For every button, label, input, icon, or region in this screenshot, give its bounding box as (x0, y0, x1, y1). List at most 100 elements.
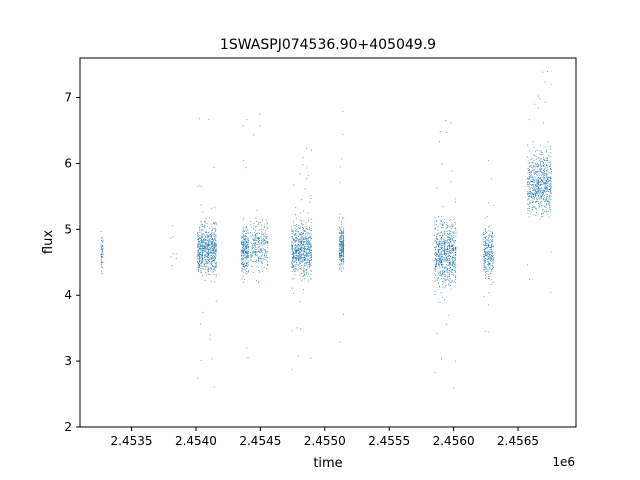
data-point (452, 265, 453, 267)
data-point (102, 247, 104, 249)
data-point (304, 257, 306, 258)
y-tick-label: 5 (64, 222, 72, 236)
data-point (339, 253, 341, 255)
data-point (454, 360, 456, 362)
data-point (441, 163, 443, 165)
data-point (435, 241, 437, 243)
data-point (535, 189, 536, 191)
data-point (265, 233, 267, 235)
data-point (539, 181, 541, 183)
data-point (492, 253, 494, 255)
data-point (102, 261, 104, 263)
data-point (296, 258, 298, 259)
data-point (485, 330, 487, 332)
data-point (527, 178, 529, 180)
data-point (291, 270, 293, 272)
data-point (265, 256, 267, 258)
data-point (206, 272, 208, 274)
data-point (449, 255, 451, 256)
data-point (265, 259, 267, 261)
data-point (530, 176, 532, 178)
data-point (252, 243, 254, 245)
data-point (307, 253, 308, 255)
data-point (201, 235, 202, 237)
data-point (491, 247, 492, 249)
data-point (242, 241, 244, 243)
data-point (212, 256, 214, 258)
data-point (441, 263, 443, 265)
data-point (455, 254, 457, 256)
data-point (307, 273, 309, 275)
data-point (492, 256, 494, 257)
data-point (264, 249, 266, 251)
data-point (453, 387, 454, 389)
data-point (434, 228, 436, 230)
data-point (245, 226, 247, 228)
data-point (310, 274, 312, 275)
data-point (241, 247, 243, 248)
data-point (212, 251, 214, 253)
data-point (245, 264, 246, 266)
data-point (541, 171, 542, 173)
data-point (532, 202, 534, 203)
data-point (483, 259, 485, 261)
data-point (441, 232, 442, 233)
data-point (262, 238, 264, 240)
data-point (291, 230, 293, 232)
data-point (253, 250, 254, 252)
data-point (214, 228, 216, 230)
data-point (442, 233, 444, 235)
data-point (451, 271, 453, 273)
data-point (259, 233, 260, 235)
data-point (212, 247, 214, 249)
data-point (340, 239, 342, 241)
data-point (527, 210, 529, 211)
data-point (206, 243, 208, 245)
data-point (215, 235, 217, 237)
data-point (437, 253, 439, 255)
data-point (436, 253, 438, 255)
data-point (265, 237, 267, 239)
data-point (211, 263, 213, 264)
data-point (486, 243, 488, 244)
data-point (297, 243, 299, 245)
data-point (539, 150, 541, 152)
data-point (306, 240, 308, 242)
data-point (550, 196, 552, 197)
data-point (443, 231, 445, 233)
data-point (304, 262, 306, 264)
data-point (203, 245, 205, 247)
data-point (307, 237, 309, 238)
data-point (214, 238, 215, 240)
data-point (527, 199, 528, 201)
data-point (438, 257, 439, 259)
data-point (550, 184, 552, 186)
data-point (206, 256, 208, 258)
data-point (250, 256, 252, 258)
data-point (301, 262, 303, 263)
data-point (102, 240, 104, 242)
data-point (294, 257, 296, 259)
x-axis-label: time (313, 456, 342, 471)
data-point (310, 256, 312, 258)
data-point (304, 268, 306, 270)
data-point (262, 247, 264, 249)
data-point (244, 266, 246, 268)
data-point (199, 253, 201, 255)
data-point (442, 225, 444, 226)
data-point (547, 183, 549, 185)
data-point (547, 200, 549, 202)
data-point (308, 229, 310, 231)
data-point (255, 261, 257, 262)
data-point (200, 251, 202, 253)
data-point (310, 227, 312, 229)
data-point (539, 192, 541, 193)
data-point (209, 238, 210, 240)
data-point (212, 271, 214, 273)
data-point (445, 242, 447, 244)
data-point (545, 194, 547, 196)
data-point (215, 263, 217, 265)
data-point (299, 239, 301, 240)
data-point (244, 248, 246, 249)
data-point (548, 216, 550, 218)
